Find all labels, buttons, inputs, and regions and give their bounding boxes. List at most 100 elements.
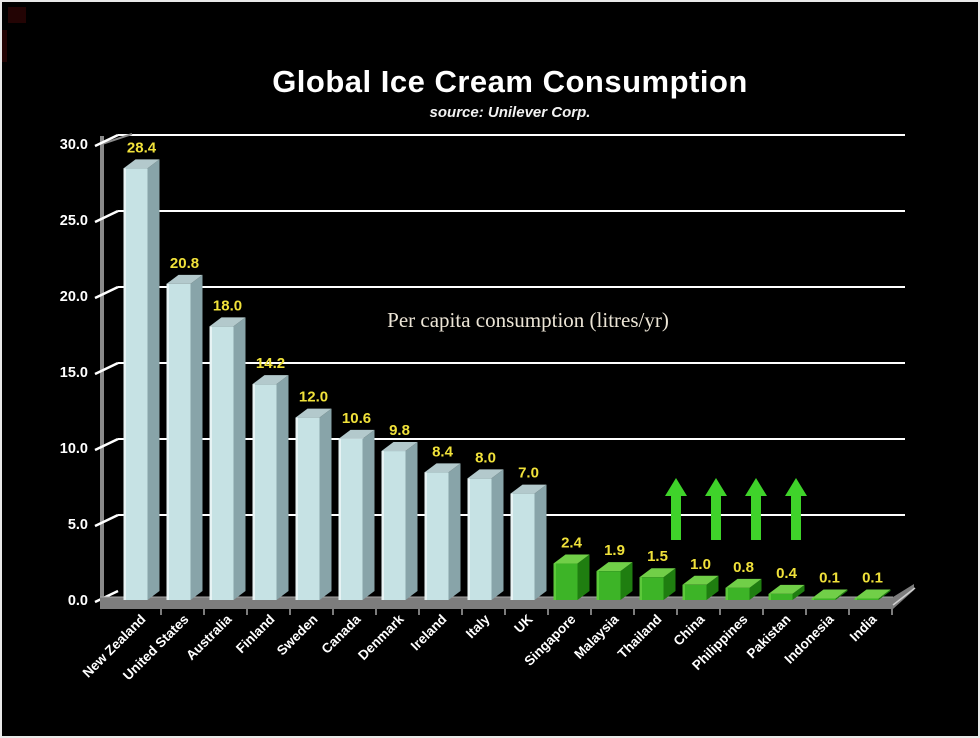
bar-finland-top bbox=[252, 375, 289, 385]
y-tick-label: 5.0 bbox=[68, 517, 88, 533]
recording-artifact-mark bbox=[0, 30, 7, 62]
x-category-label-uk: UK bbox=[511, 611, 536, 636]
bar-pakistan bbox=[768, 593, 793, 600]
bar-thailand-top bbox=[639, 568, 676, 578]
bar-ireland-top bbox=[424, 463, 461, 473]
x-category-label-finland: Finland bbox=[233, 612, 278, 657]
bar-philippines bbox=[725, 587, 750, 600]
bar-denmark-top bbox=[381, 442, 418, 452]
y-tick-label: 15.0 bbox=[60, 365, 88, 381]
y-axis-tick bbox=[94, 209, 119, 224]
bar-china-top bbox=[682, 575, 719, 585]
bar-thailand bbox=[639, 577, 664, 600]
y-tick-label: 10.0 bbox=[60, 441, 88, 457]
bar-ireland-highlight bbox=[424, 472, 427, 600]
bar-malaysia bbox=[596, 571, 621, 600]
bar-sweden-side bbox=[319, 408, 332, 600]
growth-up-arrow bbox=[745, 478, 767, 540]
y-tick-label: 20.0 bbox=[60, 289, 88, 305]
bar-sweden-top bbox=[295, 408, 332, 418]
bar-finland bbox=[252, 384, 277, 600]
x-category-label-ireland: Ireland bbox=[408, 612, 450, 654]
bar-united-states-side bbox=[190, 274, 203, 600]
chart-source: source: Unilever Corp. bbox=[429, 104, 591, 121]
bar-canada bbox=[338, 438, 363, 600]
bar-united-states bbox=[166, 283, 191, 600]
bar-singapore-top bbox=[553, 554, 590, 564]
bar-canada-top bbox=[338, 429, 375, 439]
y-axis-tick bbox=[94, 361, 119, 376]
x-category-label-sweden: Sweden bbox=[274, 612, 321, 659]
bar-value-label: 10.6 bbox=[342, 410, 371, 427]
bar-canada-side bbox=[362, 429, 375, 600]
y-axis-tick bbox=[94, 285, 119, 300]
bar-china-highlight bbox=[682, 584, 685, 600]
bar-india-highlight bbox=[854, 598, 857, 600]
growth-up-arrow bbox=[785, 478, 807, 540]
bar-china-side bbox=[706, 575, 719, 600]
y-axis-top-edge bbox=[101, 133, 133, 145]
bar-value-label: 0.1 bbox=[862, 569, 883, 586]
bar-singapore-highlight bbox=[553, 563, 556, 600]
x-category-label-india: India bbox=[847, 611, 880, 644]
growth-up-arrow bbox=[665, 478, 687, 540]
bar-value-label: 8.4 bbox=[432, 443, 454, 460]
bar-value-label: 0.1 bbox=[819, 569, 840, 586]
bar-pakistan-highlight bbox=[768, 593, 771, 600]
bar-philippines-highlight bbox=[725, 587, 728, 600]
bar-uk-highlight bbox=[510, 493, 513, 600]
bar-australia bbox=[209, 326, 234, 600]
bar-value-label: 1.9 bbox=[604, 542, 625, 559]
x-category-label-denmark: Denmark bbox=[355, 611, 407, 663]
bar-value-label: 28.4 bbox=[127, 139, 157, 156]
growth-up-arrow bbox=[705, 478, 727, 540]
bar-uk-side bbox=[534, 484, 547, 600]
bar-ireland bbox=[424, 472, 449, 600]
bar-malaysia-top bbox=[596, 562, 633, 572]
bar-value-label: 1.0 bbox=[690, 556, 711, 573]
bar-denmark bbox=[381, 451, 406, 600]
bar-italy-top bbox=[467, 469, 504, 479]
y-axis-tick bbox=[94, 513, 119, 528]
bar-italy bbox=[467, 478, 492, 600]
bar-malaysia-side bbox=[620, 562, 633, 600]
bar-value-label: 7.0 bbox=[518, 465, 539, 482]
bar-finland-highlight bbox=[252, 384, 255, 600]
y-tick-label: 30.0 bbox=[60, 137, 88, 153]
bar-value-label: 0.4 bbox=[776, 565, 798, 582]
bar-australia-side bbox=[233, 317, 246, 600]
y-tick-label: 25.0 bbox=[60, 213, 88, 229]
bar-value-label: 2.4 bbox=[561, 535, 583, 552]
bar-new-zealand-side bbox=[147, 159, 160, 600]
x-category-label-thailand: Thailand bbox=[615, 612, 665, 662]
bar-indonesia bbox=[811, 598, 836, 600]
bar-value-label: 20.8 bbox=[170, 255, 199, 272]
x-category-label-malaysia: Malaysia bbox=[571, 611, 622, 662]
bar-value-label: 14.2 bbox=[256, 355, 285, 372]
bar-thailand-side bbox=[663, 568, 676, 600]
x-category-label-italy: Italy bbox=[463, 611, 493, 641]
bar-indonesia-top bbox=[811, 589, 848, 599]
axis-unit-annotation: Per capita consumption (litres/yr) bbox=[387, 308, 669, 332]
bar-denmark-side bbox=[405, 442, 418, 600]
bar-united-states-highlight bbox=[166, 283, 169, 600]
bar-india-top bbox=[854, 589, 891, 599]
bar-australia-top bbox=[209, 317, 246, 327]
bar-australia-highlight bbox=[209, 326, 212, 600]
bar-ireland-side bbox=[448, 463, 461, 600]
bar-philippines-side bbox=[749, 578, 762, 600]
bar-italy-highlight bbox=[467, 478, 470, 600]
bar-finland-side bbox=[276, 375, 289, 600]
bar-uk-top bbox=[510, 484, 547, 494]
bar-new-zealand-top bbox=[123, 159, 160, 169]
bar-philippines-top bbox=[725, 578, 762, 588]
bar-new-zealand-highlight bbox=[123, 168, 126, 600]
bar-pakistan-top bbox=[768, 584, 805, 594]
bar-malaysia-highlight bbox=[596, 571, 599, 600]
bar-china bbox=[682, 584, 707, 600]
bar-denmark-highlight bbox=[381, 451, 384, 600]
chart-floor-right-highlight bbox=[892, 587, 916, 606]
recording-artifact-mark bbox=[8, 7, 26, 23]
